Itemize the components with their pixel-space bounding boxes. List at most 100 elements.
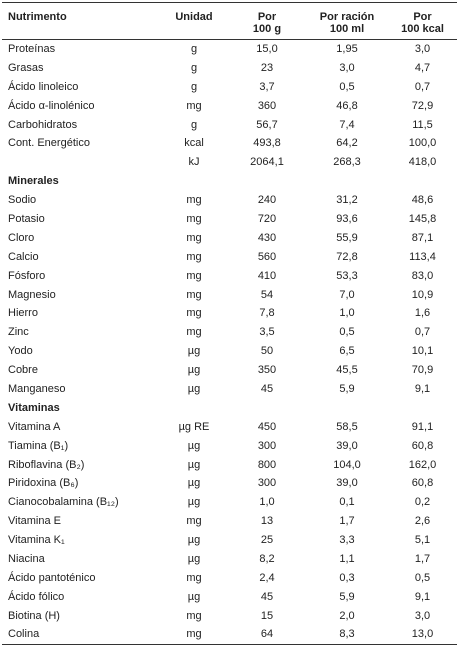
unit: kJ	[188, 156, 200, 169]
nutrient-name: Tiamina (B₁)	[8, 439, 69, 452]
value: 25	[260, 534, 274, 547]
value: 10,1	[411, 345, 434, 358]
value: 9,1	[414, 382, 431, 395]
nutrient-name: Magnesio	[8, 288, 56, 301]
unit: mg	[186, 269, 202, 282]
value: 1,7	[414, 552, 431, 565]
header-text: Por	[413, 11, 432, 23]
value: 1,95	[336, 43, 358, 56]
value: 720	[257, 212, 277, 225]
value: 72,8	[336, 250, 358, 263]
nutrient-name: Cont. Energético	[8, 137, 90, 150]
value: 8,3	[339, 628, 355, 641]
header-text: Unidad	[175, 11, 213, 23]
table-row: Zinc mg 3,5 0,5 0,7	[2, 323, 457, 342]
table-row: Ácido fólico µg 45 5,9 9,1	[2, 587, 457, 606]
nutrient-name: Colina	[8, 628, 40, 641]
value: 13	[260, 515, 274, 528]
header-cell: Por 100 kcal	[388, 3, 457, 40]
table-header: Nutrimento Unidad Por 100 g Por ración 100 ml…	[2, 2, 457, 40]
nutrient-name: Piridoxina (B₆)	[8, 477, 79, 490]
value: 0,3	[339, 571, 355, 584]
value: 72,9	[411, 99, 434, 112]
unit: mg	[186, 250, 202, 263]
value: 6,5	[339, 345, 355, 358]
value: 48,6	[411, 194, 434, 207]
value: 2064,1	[250, 156, 284, 169]
value: 64,2	[336, 137, 358, 150]
table-row: Potasio mg 720 93,6 145,8	[2, 210, 457, 229]
value: 54	[260, 288, 274, 301]
unit: mg	[186, 231, 202, 244]
nutrient-name: Hierro	[8, 307, 38, 320]
table-row: Proteínas g 15,0 1,95 3,0	[2, 40, 457, 59]
value: 3,0	[339, 61, 355, 74]
value: 0,2	[414, 496, 431, 509]
nutrient-name: Zinc	[8, 326, 29, 339]
value: 300	[257, 439, 277, 452]
header-cell: Nutrimento	[2, 3, 160, 40]
value: 0,7	[414, 326, 431, 339]
nutrient-name: Potasio	[8, 212, 45, 225]
unit: g	[190, 80, 198, 93]
unit: mg	[186, 515, 202, 528]
nutrient-name: Calcio	[8, 250, 39, 263]
nutrient-name: Sodio	[8, 194, 37, 207]
value: 2,4	[259, 571, 275, 584]
table-row: Ácido pantoténico mg 2,4 0,3 0,5	[2, 568, 457, 587]
value: 13,0	[411, 628, 434, 641]
value: 3,3	[339, 534, 355, 547]
unit: kcal	[184, 137, 204, 150]
unit: mg	[186, 571, 202, 584]
value: 23	[260, 61, 274, 74]
table-row: Niacina µg 8,2 1,1 1,7	[2, 550, 457, 569]
table-row: Piridoxina (B₆) µg 300 39,0 60,8	[2, 474, 457, 493]
table-row: Calcio mg 560 72,8 113,4	[2, 247, 457, 266]
table-row: Fósforo mg 410 53,3 83,0	[2, 266, 457, 285]
unit: µg	[187, 439, 201, 452]
header-text: Por ración	[319, 11, 375, 23]
value: 39,0	[336, 439, 358, 452]
value: 7,8	[259, 307, 275, 320]
value: 83,0	[411, 269, 434, 282]
header-cell: Por ración 100 ml	[306, 3, 388, 40]
nutrient-name: Ácido fólico	[8, 590, 65, 603]
value: 0,1	[339, 496, 355, 509]
value: 800	[257, 458, 277, 471]
table-row: Vitamina E mg 13 1,7 2,6	[2, 512, 457, 531]
value: 7,0	[339, 288, 355, 301]
value: 410	[257, 269, 277, 282]
value: 104,0	[333, 458, 361, 471]
nutrient-name: Manganeso	[8, 382, 66, 395]
value: 100,0	[408, 137, 437, 150]
value: 0,7	[414, 80, 431, 93]
value: 60,8	[411, 477, 434, 490]
value: 4,7	[414, 61, 431, 74]
value: 240	[257, 194, 277, 207]
table-row: Cianocobalamina (B₁₂) µg 1,0 0,1 0,2	[2, 493, 457, 512]
value: 10,9	[411, 288, 434, 301]
value: 60,8	[411, 439, 434, 452]
unit: µg RE	[178, 420, 210, 433]
header-cell: Por 100 g	[228, 3, 306, 40]
value: 70,9	[411, 364, 434, 377]
nutrient-name: Ácido linoleico	[8, 80, 79, 93]
value: 1,1	[339, 552, 355, 565]
value: 300	[257, 477, 277, 490]
unit: mg	[186, 326, 202, 339]
value: 58,5	[336, 420, 358, 433]
table-row: Sodio mg 240 31,2 48,6	[2, 191, 457, 210]
value: 0,5	[414, 571, 431, 584]
value: 53,3	[336, 269, 358, 282]
header-text: 100 g	[252, 23, 282, 35]
unit: µg	[187, 534, 201, 547]
unit: µg	[187, 364, 201, 377]
header-text: 100 ml	[329, 23, 365, 35]
table-row: Cloro mg 430 55,9 87,1	[2, 228, 457, 247]
unit: mg	[186, 628, 202, 641]
unit: mg	[186, 609, 202, 622]
value: 350	[257, 364, 277, 377]
unit: µg	[187, 590, 201, 603]
nutrient-name: Carbohidratos	[8, 118, 78, 131]
